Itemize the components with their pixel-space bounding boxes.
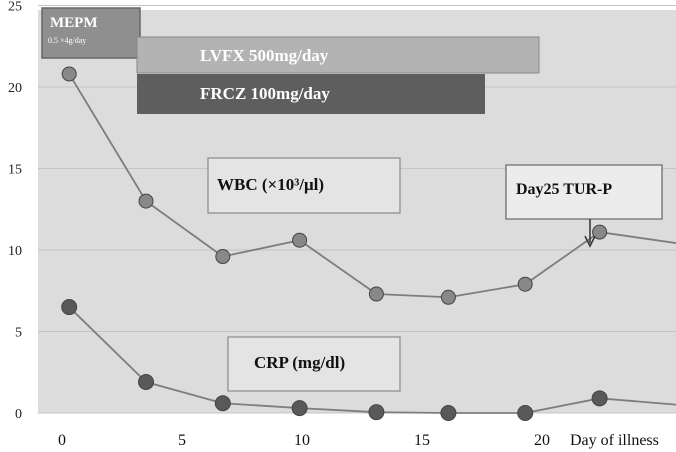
y-tick-label: 5 (15, 326, 22, 341)
lvfx-bar (136, 36, 540, 74)
frcz-bar (137, 74, 485, 114)
wbc-point (61, 66, 77, 82)
turp-annotation-label: Day25 TUR-P (516, 181, 612, 198)
crp-point (291, 400, 308, 417)
x-tick-label: 10 (294, 432, 310, 449)
wbc-point (592, 224, 608, 240)
x-tick-label: 20 (534, 432, 550, 449)
wbc-point (292, 232, 308, 248)
series-markers (61, 66, 608, 421)
crp-label-box (227, 336, 401, 392)
annotations: Day25 TUR-P (505, 164, 663, 248)
x-tick-label: 5 (178, 432, 186, 449)
turp-arrow-head (584, 235, 596, 248)
crp-point (214, 395, 231, 412)
y-tick-labels: 0 5 10 15 20 25 (8, 0, 22, 422)
wbc-point (517, 276, 533, 292)
crp-point (61, 299, 78, 316)
wbc-label-box (207, 157, 401, 214)
crp-point (591, 390, 608, 407)
y-tick-label: 25 (8, 0, 22, 15)
crp-point (440, 405, 457, 421)
lvfx-label: LVFX 500mg/day (200, 46, 329, 65)
treatment-bars: MEPM 0.5 ×4g/day LVFX 500mg/day FRCZ 100mg/… (41, 7, 540, 114)
crp-point (368, 404, 385, 421)
mepm-label: MEPM (50, 15, 97, 31)
turp-annotation-box (505, 164, 663, 220)
wbc-point (368, 286, 384, 302)
wbc-point (138, 193, 154, 209)
crp-point (517, 405, 534, 421)
crp-point (138, 374, 154, 391)
mepm-dose-label: 0.5 ×4g/day (48, 36, 86, 45)
crp-series-label: CRP (mg/dl) (254, 353, 345, 372)
x-tick-labels: 0 5 10 15 20 Day of illness (58, 432, 659, 449)
series-labels: WBC (×10³/μl) CRP (mg/dl) (207, 157, 401, 392)
wbc-point (215, 249, 231, 265)
y-tick-label: 20 (8, 81, 22, 96)
mepm-bar (41, 7, 141, 59)
x-tick-label: 15 (414, 432, 430, 449)
frcz-label: FRCZ 100mg/day (200, 84, 330, 103)
x-tick-label: 0 (58, 432, 66, 449)
y-tick-label: 0 (15, 407, 22, 422)
y-tick-label: 10 (8, 244, 22, 259)
y-tick-label: 15 (8, 163, 22, 178)
wbc-point (440, 289, 456, 305)
wbc-series-label: WBC (×10³/μl) (217, 175, 324, 194)
x-axis-label: Day of illness (570, 432, 659, 449)
